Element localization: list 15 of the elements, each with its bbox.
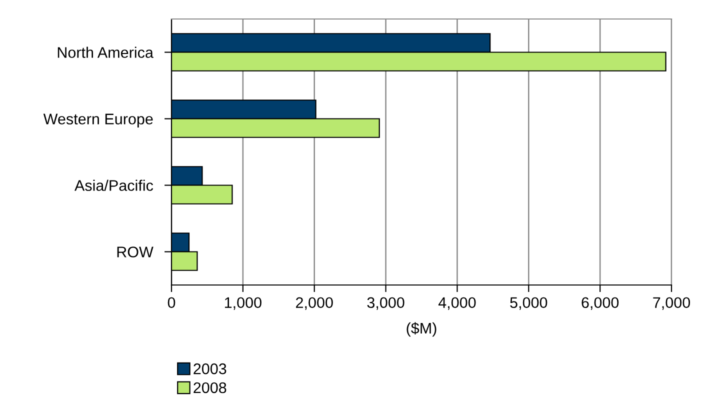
x-tick-label: 2,000 — [296, 297, 333, 310]
x-tick-label: 6,000 — [582, 297, 619, 310]
x-tick-label: 7,000 — [653, 297, 690, 310]
x-tick-label: 5,000 — [510, 297, 548, 310]
legend-label: 2008 — [194, 382, 226, 394]
x-tick-label: 0 — [168, 297, 176, 308]
legend-label: 2003 — [194, 363, 226, 374]
x-axis-title: ($M) — [406, 322, 436, 337]
y-tick-label: ROW — [117, 246, 154, 258]
y-tick-label: North America — [58, 46, 154, 58]
x-tick-label: 3,000 — [367, 297, 404, 310]
x-tick-label: 1,000 — [224, 297, 262, 310]
x-tick-label: 4,000 — [438, 297, 476, 310]
y-tick-label: Asia/Pacific — [74, 180, 154, 191]
y-tick-label: Western Europe — [43, 114, 153, 128]
